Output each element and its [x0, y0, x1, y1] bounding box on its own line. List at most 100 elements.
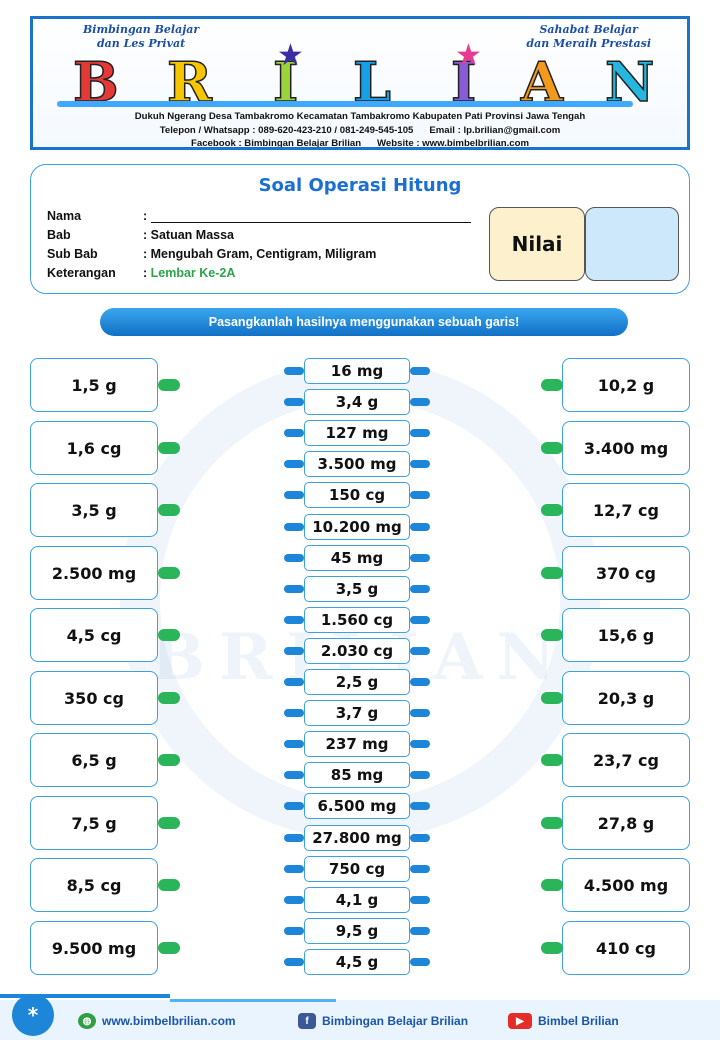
- middle-left-tab[interactable]: [284, 865, 304, 873]
- middle-question-box[interactable]: 127 mg: [304, 420, 410, 446]
- middle-question-box[interactable]: 750 cg: [304, 856, 410, 882]
- middle-question-box[interactable]: 237 mg: [304, 731, 410, 757]
- left-answer-box[interactable]: 6,5 g: [30, 733, 158, 787]
- middle-question-box[interactable]: 3,5 g: [304, 576, 410, 602]
- right-answer-box[interactable]: 370 cg: [562, 546, 690, 600]
- left-answer-box[interactable]: 4,5 cg: [30, 608, 158, 662]
- middle-left-tab[interactable]: [284, 585, 304, 593]
- left-connector-dot[interactable]: [158, 879, 180, 891]
- middle-question-box[interactable]: 16 mg: [304, 358, 410, 384]
- right-connector-dot[interactable]: [541, 942, 563, 954]
- middle-left-tab[interactable]: [284, 523, 304, 531]
- middle-left-tab[interactable]: [284, 709, 304, 717]
- middle-right-tab[interactable]: [410, 647, 430, 655]
- middle-left-tab[interactable]: [284, 491, 304, 499]
- middle-right-tab[interactable]: [410, 896, 430, 904]
- middle-question-box[interactable]: 4,5 g: [304, 949, 410, 975]
- left-connector-dot[interactable]: [158, 629, 180, 641]
- middle-question-box[interactable]: 3.500 mg: [304, 451, 410, 477]
- middle-left-tab[interactable]: [284, 429, 304, 437]
- left-connector-dot[interactable]: [158, 817, 180, 829]
- name-input-line[interactable]: [151, 222, 471, 223]
- middle-left-tab[interactable]: [284, 398, 304, 406]
- middle-right-tab[interactable]: [410, 367, 430, 375]
- left-answer-box[interactable]: 350 cg: [30, 671, 158, 725]
- right-connector-dot[interactable]: [541, 629, 563, 641]
- middle-right-tab[interactable]: [410, 771, 430, 779]
- middle-left-tab[interactable]: [284, 958, 304, 966]
- right-answer-box[interactable]: 12,7 cg: [562, 483, 690, 537]
- middle-right-tab[interactable]: [410, 616, 430, 624]
- middle-question-box[interactable]: 4,1 g: [304, 887, 410, 913]
- left-connector-dot[interactable]: [158, 567, 180, 579]
- middle-right-tab[interactable]: [410, 865, 430, 873]
- middle-question-box[interactable]: 1.560 cg: [304, 607, 410, 633]
- right-connector-dot[interactable]: [541, 567, 563, 579]
- middle-left-tab[interactable]: [284, 678, 304, 686]
- left-answer-box[interactable]: 8,5 cg: [30, 858, 158, 912]
- middle-left-tab[interactable]: [284, 647, 304, 655]
- left-connector-dot[interactable]: [158, 379, 180, 391]
- left-answer-box[interactable]: 3,5 g: [30, 483, 158, 537]
- right-connector-dot[interactable]: [541, 692, 563, 704]
- right-connector-dot[interactable]: [541, 442, 563, 454]
- middle-left-tab[interactable]: [284, 616, 304, 624]
- left-answer-box[interactable]: 1,5 g: [30, 358, 158, 412]
- middle-right-tab[interactable]: [410, 460, 430, 468]
- right-answer-box[interactable]: 23,7 cg: [562, 733, 690, 787]
- middle-right-tab[interactable]: [410, 927, 430, 935]
- left-answer-box[interactable]: 7,5 g: [30, 796, 158, 850]
- middle-left-tab[interactable]: [284, 834, 304, 842]
- middle-right-tab[interactable]: [410, 398, 430, 406]
- middle-right-tab[interactable]: [410, 678, 430, 686]
- middle-left-tab[interactable]: [284, 740, 304, 748]
- middle-question-box[interactable]: 6.500 mg: [304, 793, 410, 819]
- nilai-score-box[interactable]: [585, 207, 679, 281]
- footer-facebook[interactable]: f Bimbingan Belajar Brilian: [298, 1013, 468, 1029]
- footer-website[interactable]: ◍ www.bimbelbrilian.com: [78, 1013, 236, 1029]
- right-connector-dot[interactable]: [541, 379, 563, 391]
- left-connector-dot[interactable]: [158, 754, 180, 766]
- middle-left-tab[interactable]: [284, 771, 304, 779]
- middle-question-box[interactable]: 3,4 g: [304, 389, 410, 415]
- middle-right-tab[interactable]: [410, 554, 430, 562]
- right-answer-box[interactable]: 20,3 g: [562, 671, 690, 725]
- middle-right-tab[interactable]: [410, 958, 430, 966]
- middle-left-tab[interactable]: [284, 896, 304, 904]
- left-connector-dot[interactable]: [158, 692, 180, 704]
- middle-right-tab[interactable]: [410, 802, 430, 810]
- left-connector-dot[interactable]: [158, 442, 180, 454]
- right-answer-box[interactable]: 410 cg: [562, 921, 690, 975]
- right-connector-dot[interactable]: [541, 754, 563, 766]
- right-connector-dot[interactable]: [541, 817, 563, 829]
- right-answer-box[interactable]: 27,8 g: [562, 796, 690, 850]
- middle-left-tab[interactable]: [284, 367, 304, 375]
- right-connector-dot[interactable]: [541, 879, 563, 891]
- left-answer-box[interactable]: 9.500 mg: [30, 921, 158, 975]
- middle-question-box[interactable]: 2.030 cg: [304, 638, 410, 664]
- middle-left-tab[interactable]: [284, 927, 304, 935]
- middle-question-box[interactable]: 10.200 mg: [304, 514, 410, 540]
- middle-right-tab[interactable]: [410, 429, 430, 437]
- right-connector-dot[interactable]: [541, 504, 563, 516]
- middle-right-tab[interactable]: [410, 585, 430, 593]
- right-answer-box[interactable]: 3.400 mg: [562, 421, 690, 475]
- middle-question-box[interactable]: 3,7 g: [304, 700, 410, 726]
- middle-right-tab[interactable]: [410, 491, 430, 499]
- right-answer-box[interactable]: 15,6 g: [562, 608, 690, 662]
- middle-question-box[interactable]: 85 mg: [304, 762, 410, 788]
- middle-left-tab[interactable]: [284, 460, 304, 468]
- left-connector-dot[interactable]: [158, 942, 180, 954]
- middle-question-box[interactable]: 45 mg: [304, 545, 410, 571]
- middle-right-tab[interactable]: [410, 709, 430, 717]
- middle-right-tab[interactable]: [410, 740, 430, 748]
- right-answer-box[interactable]: 10,2 g: [562, 358, 690, 412]
- middle-question-box[interactable]: 9,5 g: [304, 918, 410, 944]
- middle-question-box[interactable]: 27.800 mg: [304, 825, 410, 851]
- left-connector-dot[interactable]: [158, 504, 180, 516]
- middle-right-tab[interactable]: [410, 834, 430, 842]
- middle-question-box[interactable]: 2,5 g: [304, 669, 410, 695]
- left-answer-box[interactable]: 2.500 mg: [30, 546, 158, 600]
- middle-question-box[interactable]: 150 cg: [304, 482, 410, 508]
- middle-left-tab[interactable]: [284, 802, 304, 810]
